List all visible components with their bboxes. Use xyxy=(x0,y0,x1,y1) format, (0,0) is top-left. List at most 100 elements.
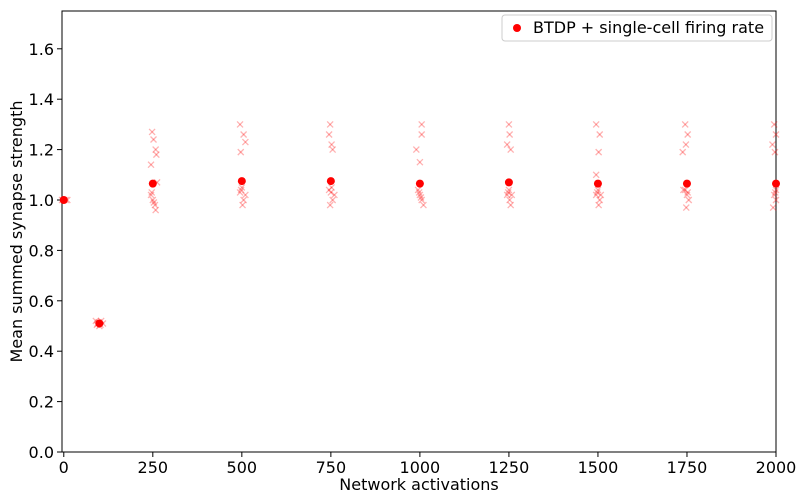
trial-point xyxy=(149,196,157,204)
y-axis-label: Mean summed synapse strength xyxy=(7,101,26,363)
trial-point xyxy=(152,206,160,214)
trial-point xyxy=(770,120,778,128)
trial-point xyxy=(596,131,604,138)
trial-point xyxy=(325,186,333,194)
x-tick-label: 1000 xyxy=(400,458,441,477)
trial-point xyxy=(329,146,337,154)
trial-point xyxy=(416,191,424,199)
trial-point xyxy=(681,186,689,194)
trial-point xyxy=(151,201,159,209)
trial-point xyxy=(772,186,780,194)
legend: BTDP + single-cell firing rate xyxy=(501,14,773,42)
trial-point xyxy=(772,131,780,138)
trial-point xyxy=(419,201,427,209)
legend-label: BTDP + single-cell firing rate xyxy=(533,18,764,37)
trial-points xyxy=(58,120,780,330)
trial-point xyxy=(682,204,690,212)
y-tick-label: 0.2 xyxy=(29,393,54,412)
trial-point xyxy=(771,188,779,196)
trial-point xyxy=(507,146,515,154)
x-tick-label: 1750 xyxy=(667,458,708,477)
x-tick-label: 2000 xyxy=(756,458,797,477)
trial-point xyxy=(771,148,779,156)
trial-point xyxy=(682,141,690,149)
data-point xyxy=(772,179,780,188)
trial-point xyxy=(503,191,511,199)
x-tick-label: 1250 xyxy=(489,458,530,477)
trial-point xyxy=(508,191,516,199)
y-tick-label: 1.6 xyxy=(29,40,54,59)
y-axis: 0.0 0.2 0.4 0.6 0.8 1.0 1.2 1.4 1.6 xyxy=(29,40,62,462)
trial-point xyxy=(239,201,247,209)
trial-point xyxy=(595,201,603,209)
trial-point xyxy=(148,188,156,196)
trial-point xyxy=(325,131,333,138)
x-axis: 0 250 500 750 1000 1250 1500 1750 2000 xyxy=(59,452,797,477)
trial-point xyxy=(241,138,249,146)
trial-point xyxy=(768,141,776,149)
y-tick-label: 0.4 xyxy=(29,342,54,361)
trial-point xyxy=(414,186,422,194)
data-point xyxy=(148,179,157,188)
trial-point xyxy=(505,186,513,194)
trial-point xyxy=(152,151,160,159)
trial-point xyxy=(507,201,515,209)
trial-point xyxy=(329,196,337,204)
x-axis-label: Network activations xyxy=(339,475,498,494)
trial-point xyxy=(328,141,336,149)
trial-point xyxy=(148,128,156,136)
trial-point xyxy=(240,196,248,204)
y-tick-label: 1.0 xyxy=(29,191,54,210)
trial-point xyxy=(594,186,602,194)
plot-area xyxy=(61,10,777,453)
trial-point xyxy=(236,188,244,196)
trial-point xyxy=(418,196,426,204)
trial-point xyxy=(592,120,600,128)
trial-point xyxy=(684,188,692,196)
trial-point xyxy=(596,196,604,204)
trial-point xyxy=(240,131,248,138)
plot-frame xyxy=(61,10,777,453)
trial-point xyxy=(150,199,158,206)
y-tick-label: 0.6 xyxy=(29,292,54,311)
trial-point xyxy=(505,120,513,128)
y-tick-label: 0.8 xyxy=(29,241,54,260)
legend-marker xyxy=(513,24,521,32)
trial-point xyxy=(237,186,245,194)
trial-point xyxy=(504,188,512,196)
y-tick-label: 1.2 xyxy=(29,141,54,160)
trial-point xyxy=(147,191,155,199)
trial-point xyxy=(503,141,511,149)
trial-point xyxy=(679,148,687,156)
data-point xyxy=(237,177,246,186)
trial-point xyxy=(330,191,338,199)
trial-point xyxy=(328,183,336,191)
trial-point xyxy=(769,204,777,212)
trial-point xyxy=(326,201,334,209)
x-tick-label: 750 xyxy=(316,458,347,477)
trial-point xyxy=(592,171,600,179)
trial-point xyxy=(597,191,605,199)
x-tick-label: 1500 xyxy=(578,458,619,477)
trial-point xyxy=(506,131,514,138)
trial-point xyxy=(326,120,334,128)
trial-point xyxy=(685,196,693,204)
trial-point xyxy=(327,188,335,196)
data-point xyxy=(682,179,691,188)
trial-point xyxy=(593,188,601,196)
trial-point xyxy=(241,191,249,199)
trial-point xyxy=(417,194,425,201)
data-point xyxy=(415,179,424,188)
trial-point xyxy=(152,146,160,154)
trial-point xyxy=(681,120,689,128)
trial-point xyxy=(772,196,780,204)
trial-point xyxy=(592,191,600,199)
data-point xyxy=(326,177,335,186)
trial-point xyxy=(150,136,157,143)
trial-point xyxy=(684,131,692,138)
trial-point xyxy=(679,186,687,194)
trial-point xyxy=(418,131,426,138)
trial-point xyxy=(595,148,603,156)
trial-point xyxy=(506,196,514,204)
